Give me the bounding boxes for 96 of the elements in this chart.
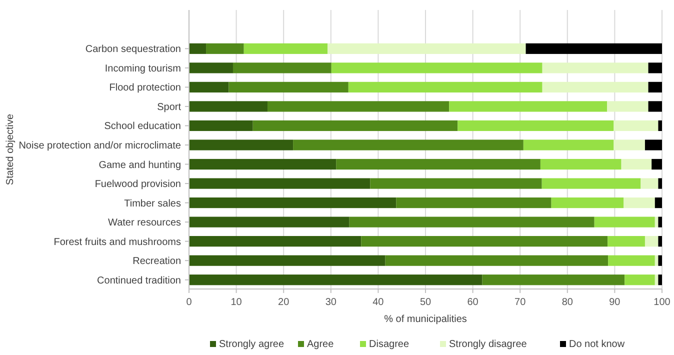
bar xyxy=(542,82,648,92)
bar xyxy=(658,216,662,228)
bar xyxy=(658,178,662,189)
x-tick-label: 30 xyxy=(325,297,337,308)
bar xyxy=(189,274,482,286)
bar xyxy=(361,236,608,247)
bar xyxy=(336,158,540,170)
x-axis-title: % of municipalities xyxy=(384,314,467,325)
bar xyxy=(523,140,614,150)
bar xyxy=(189,82,229,92)
y-tick-label: Water resources xyxy=(108,218,181,229)
bar xyxy=(608,255,655,266)
x-tick-label: 50 xyxy=(420,297,432,308)
x-tick-label: 100 xyxy=(654,297,671,308)
bar xyxy=(644,140,662,150)
bar xyxy=(189,140,294,150)
x-tick-label: 60 xyxy=(467,297,479,308)
bar xyxy=(648,82,662,92)
bar xyxy=(658,255,662,266)
bar xyxy=(658,120,662,132)
x-tick-label: 0 xyxy=(186,297,192,308)
bar xyxy=(458,120,614,132)
legend-label: Disagree xyxy=(369,339,410,350)
bar xyxy=(189,101,268,112)
bar xyxy=(551,197,624,208)
x-tick-label: 10 xyxy=(230,297,242,308)
bar xyxy=(189,216,350,228)
bar xyxy=(189,197,396,208)
bar xyxy=(189,62,233,74)
bar xyxy=(607,101,648,112)
bar xyxy=(594,216,655,228)
y-tick-label: Forest fruits and mushrooms xyxy=(54,236,181,248)
y-tick-label: Sport xyxy=(157,102,182,113)
bar xyxy=(614,140,645,150)
x-tick-label: 80 xyxy=(562,297,574,308)
bar xyxy=(624,274,655,286)
bar xyxy=(244,43,328,54)
bar xyxy=(654,197,662,208)
bar xyxy=(540,158,622,170)
bar xyxy=(189,236,362,247)
y-axis-title: Stated objective xyxy=(5,113,16,186)
bar xyxy=(232,62,332,74)
bar xyxy=(614,120,658,132)
y-tick-label: Incoming tourism xyxy=(104,63,181,74)
y-tick-label: School education xyxy=(104,121,181,132)
bar xyxy=(252,120,458,132)
bar xyxy=(189,255,386,266)
bar xyxy=(658,236,662,247)
bar xyxy=(482,274,625,286)
bar xyxy=(189,120,253,132)
bar xyxy=(624,197,655,208)
bar xyxy=(396,197,552,208)
legend-label: Strongly disagree xyxy=(449,339,528,350)
bar xyxy=(654,274,658,286)
bar xyxy=(293,140,524,150)
bar xyxy=(640,178,658,189)
y-tick-label: Carbon sequestration xyxy=(85,44,181,56)
x-tick-label: 70 xyxy=(514,297,526,308)
bar xyxy=(268,101,450,112)
y-tick-label: Noise protection and/or microclimate xyxy=(18,140,182,152)
bar xyxy=(228,82,348,92)
legend-label: Strongly agree xyxy=(219,339,284,350)
bar xyxy=(648,62,662,74)
legend-label: Agree xyxy=(307,339,334,350)
bar xyxy=(189,178,370,189)
bar xyxy=(526,43,662,54)
bar xyxy=(648,101,662,112)
bar xyxy=(542,62,648,74)
x-tick-label: 90 xyxy=(609,297,621,308)
y-tick-label: Game and hunting xyxy=(98,160,181,171)
bar xyxy=(349,216,594,228)
y-tick-label: Flood protection xyxy=(109,82,181,94)
bar xyxy=(189,43,206,54)
legend-label: Do not know xyxy=(569,339,626,350)
bar xyxy=(654,255,658,266)
x-tick-label: 40 xyxy=(372,297,384,308)
y-tick-label: Recreation xyxy=(132,256,181,268)
bar xyxy=(328,43,526,54)
bar xyxy=(331,62,542,74)
y-tick-label: Continued tradition xyxy=(97,275,181,286)
bar xyxy=(644,236,658,247)
y-tick-label: Timber sales xyxy=(124,198,181,210)
x-tick-label: 20 xyxy=(278,297,290,308)
bar xyxy=(206,43,244,54)
bar xyxy=(542,178,641,189)
bar xyxy=(654,216,658,228)
bar xyxy=(385,255,608,266)
bar xyxy=(348,82,542,92)
bar xyxy=(621,158,652,170)
bar xyxy=(449,101,608,112)
y-tick-label: Fuelwood provision xyxy=(94,179,181,190)
bar xyxy=(658,274,662,286)
bar xyxy=(189,158,336,170)
bar xyxy=(652,158,662,170)
bar xyxy=(370,178,542,189)
bar xyxy=(608,236,645,247)
